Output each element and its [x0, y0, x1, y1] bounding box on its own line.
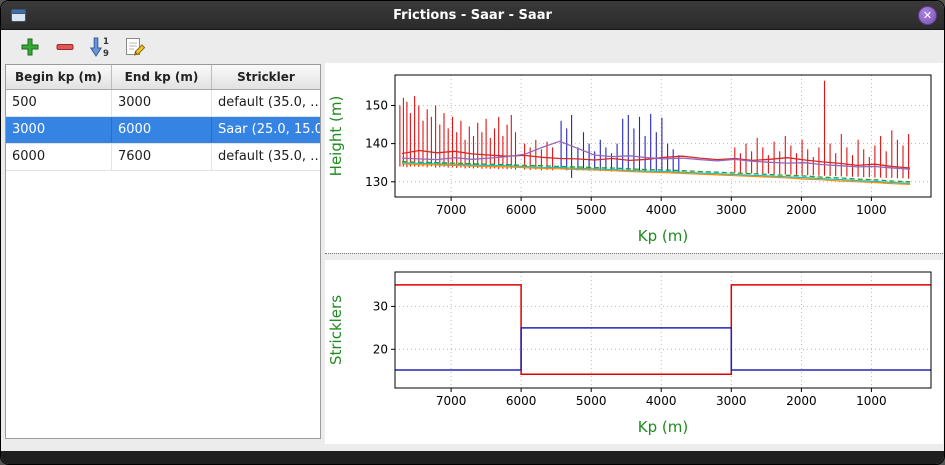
window-title: Frictions - Saar - Saar [393, 7, 552, 23]
svg-text:6000: 6000 [506, 394, 537, 408]
svg-text:150: 150 [365, 99, 388, 113]
table-cell: 3000 [6, 117, 112, 143]
svg-text:4000: 4000 [646, 203, 677, 217]
svg-text:7000: 7000 [436, 203, 467, 217]
svg-text:130: 130 [365, 175, 388, 189]
app-window-icon [11, 8, 26, 22]
svg-text:Height (m): Height (m) [327, 96, 345, 177]
svg-text:1000: 1000 [856, 203, 887, 217]
charts-panel: 7000 6000 5000 4000 3000 2000 1000 130 140 150 Kp … [325, 63, 943, 444]
header-end-kp[interactable]: End kp (m) [112, 65, 212, 89]
sort-1-9-icon: 1 9 [89, 37, 109, 59]
svg-text:7000: 7000 [436, 394, 467, 408]
table-row[interactable]: 500 3000 default (35.0, … [6, 90, 320, 117]
table-cell: 7600 [112, 144, 212, 170]
close-button[interactable]: ✕ [918, 6, 937, 25]
table-cell: 6000 [112, 117, 212, 143]
svg-text:140: 140 [365, 137, 388, 151]
svg-text:4000: 4000 [646, 394, 677, 408]
svg-text:30: 30 [373, 299, 388, 313]
svg-text:6000: 6000 [506, 203, 537, 217]
table-cell: 3000 [112, 90, 212, 116]
svg-text:Stricklers: Stricklers [327, 295, 345, 365]
close-icon: ✕ [922, 9, 933, 22]
window-bottom-edge [1, 451, 944, 464]
add-button[interactable] [17, 34, 43, 60]
height-chart-canvas: 7000 6000 5000 4000 3000 2000 1000 130 140 150 Kp … [325, 63, 943, 253]
table-cell: default (35.0, … [218, 149, 320, 164]
app-icon[interactable] [10, 7, 27, 24]
svg-text:5000: 5000 [576, 203, 607, 217]
header-strickler[interactable]: Strickler [237, 70, 295, 84]
table-cell: 6000 [6, 144, 112, 170]
svg-text:5000: 5000 [576, 394, 607, 408]
friction-table-header: Begin kp (m) End kp (m) Strickler [6, 65, 320, 90]
friction-table: Begin kp (m) End kp (m) Strickler 500 300… [5, 64, 321, 439]
toolbar: 1 9 [1, 31, 944, 63]
edit-pencil-icon [126, 38, 146, 56]
svg-text:9: 9 [103, 49, 109, 59]
friction-table-body: 500 3000 default (35.0, … 3000 6000 Saar (25.… [6, 90, 320, 171]
table-cell: 500 [6, 90, 112, 116]
table-row[interactable]: 3000 6000 Saar (25.0, 15.0) [6, 117, 320, 144]
svg-text:Kp (m): Kp (m) [638, 418, 688, 436]
chart-splitter[interactable] [325, 253, 943, 260]
svg-text:20: 20 [373, 342, 388, 356]
remove-button[interactable] [52, 34, 78, 60]
minus-icon [56, 44, 74, 50]
svg-text:3000: 3000 [716, 394, 747, 408]
sort-button[interactable]: 1 9 [87, 34, 113, 60]
svg-text:2000: 2000 [786, 394, 817, 408]
stricklers-chart-canvas: 7000 6000 5000 4000 3000 2000 1000 20 30 Kp (m) St… [325, 260, 943, 444]
plus-icon [21, 38, 39, 56]
table-row[interactable]: 6000 7600 default (35.0, … [6, 144, 320, 171]
table-cell: default (35.0, … [218, 95, 320, 110]
svg-text:1000: 1000 [856, 394, 887, 408]
table-cell: Saar (25.0, 15.0) [218, 122, 320, 137]
edit-button[interactable] [122, 34, 148, 60]
title-bar[interactable]: Frictions - Saar - Saar ✕ [1, 1, 944, 30]
header-begin-kp[interactable]: Begin kp (m) [6, 65, 112, 89]
svg-text:2000: 2000 [786, 203, 817, 217]
svg-text:3000: 3000 [716, 203, 747, 217]
svg-text:Kp (m): Kp (m) [638, 227, 688, 245]
svg-text:1: 1 [103, 37, 109, 47]
